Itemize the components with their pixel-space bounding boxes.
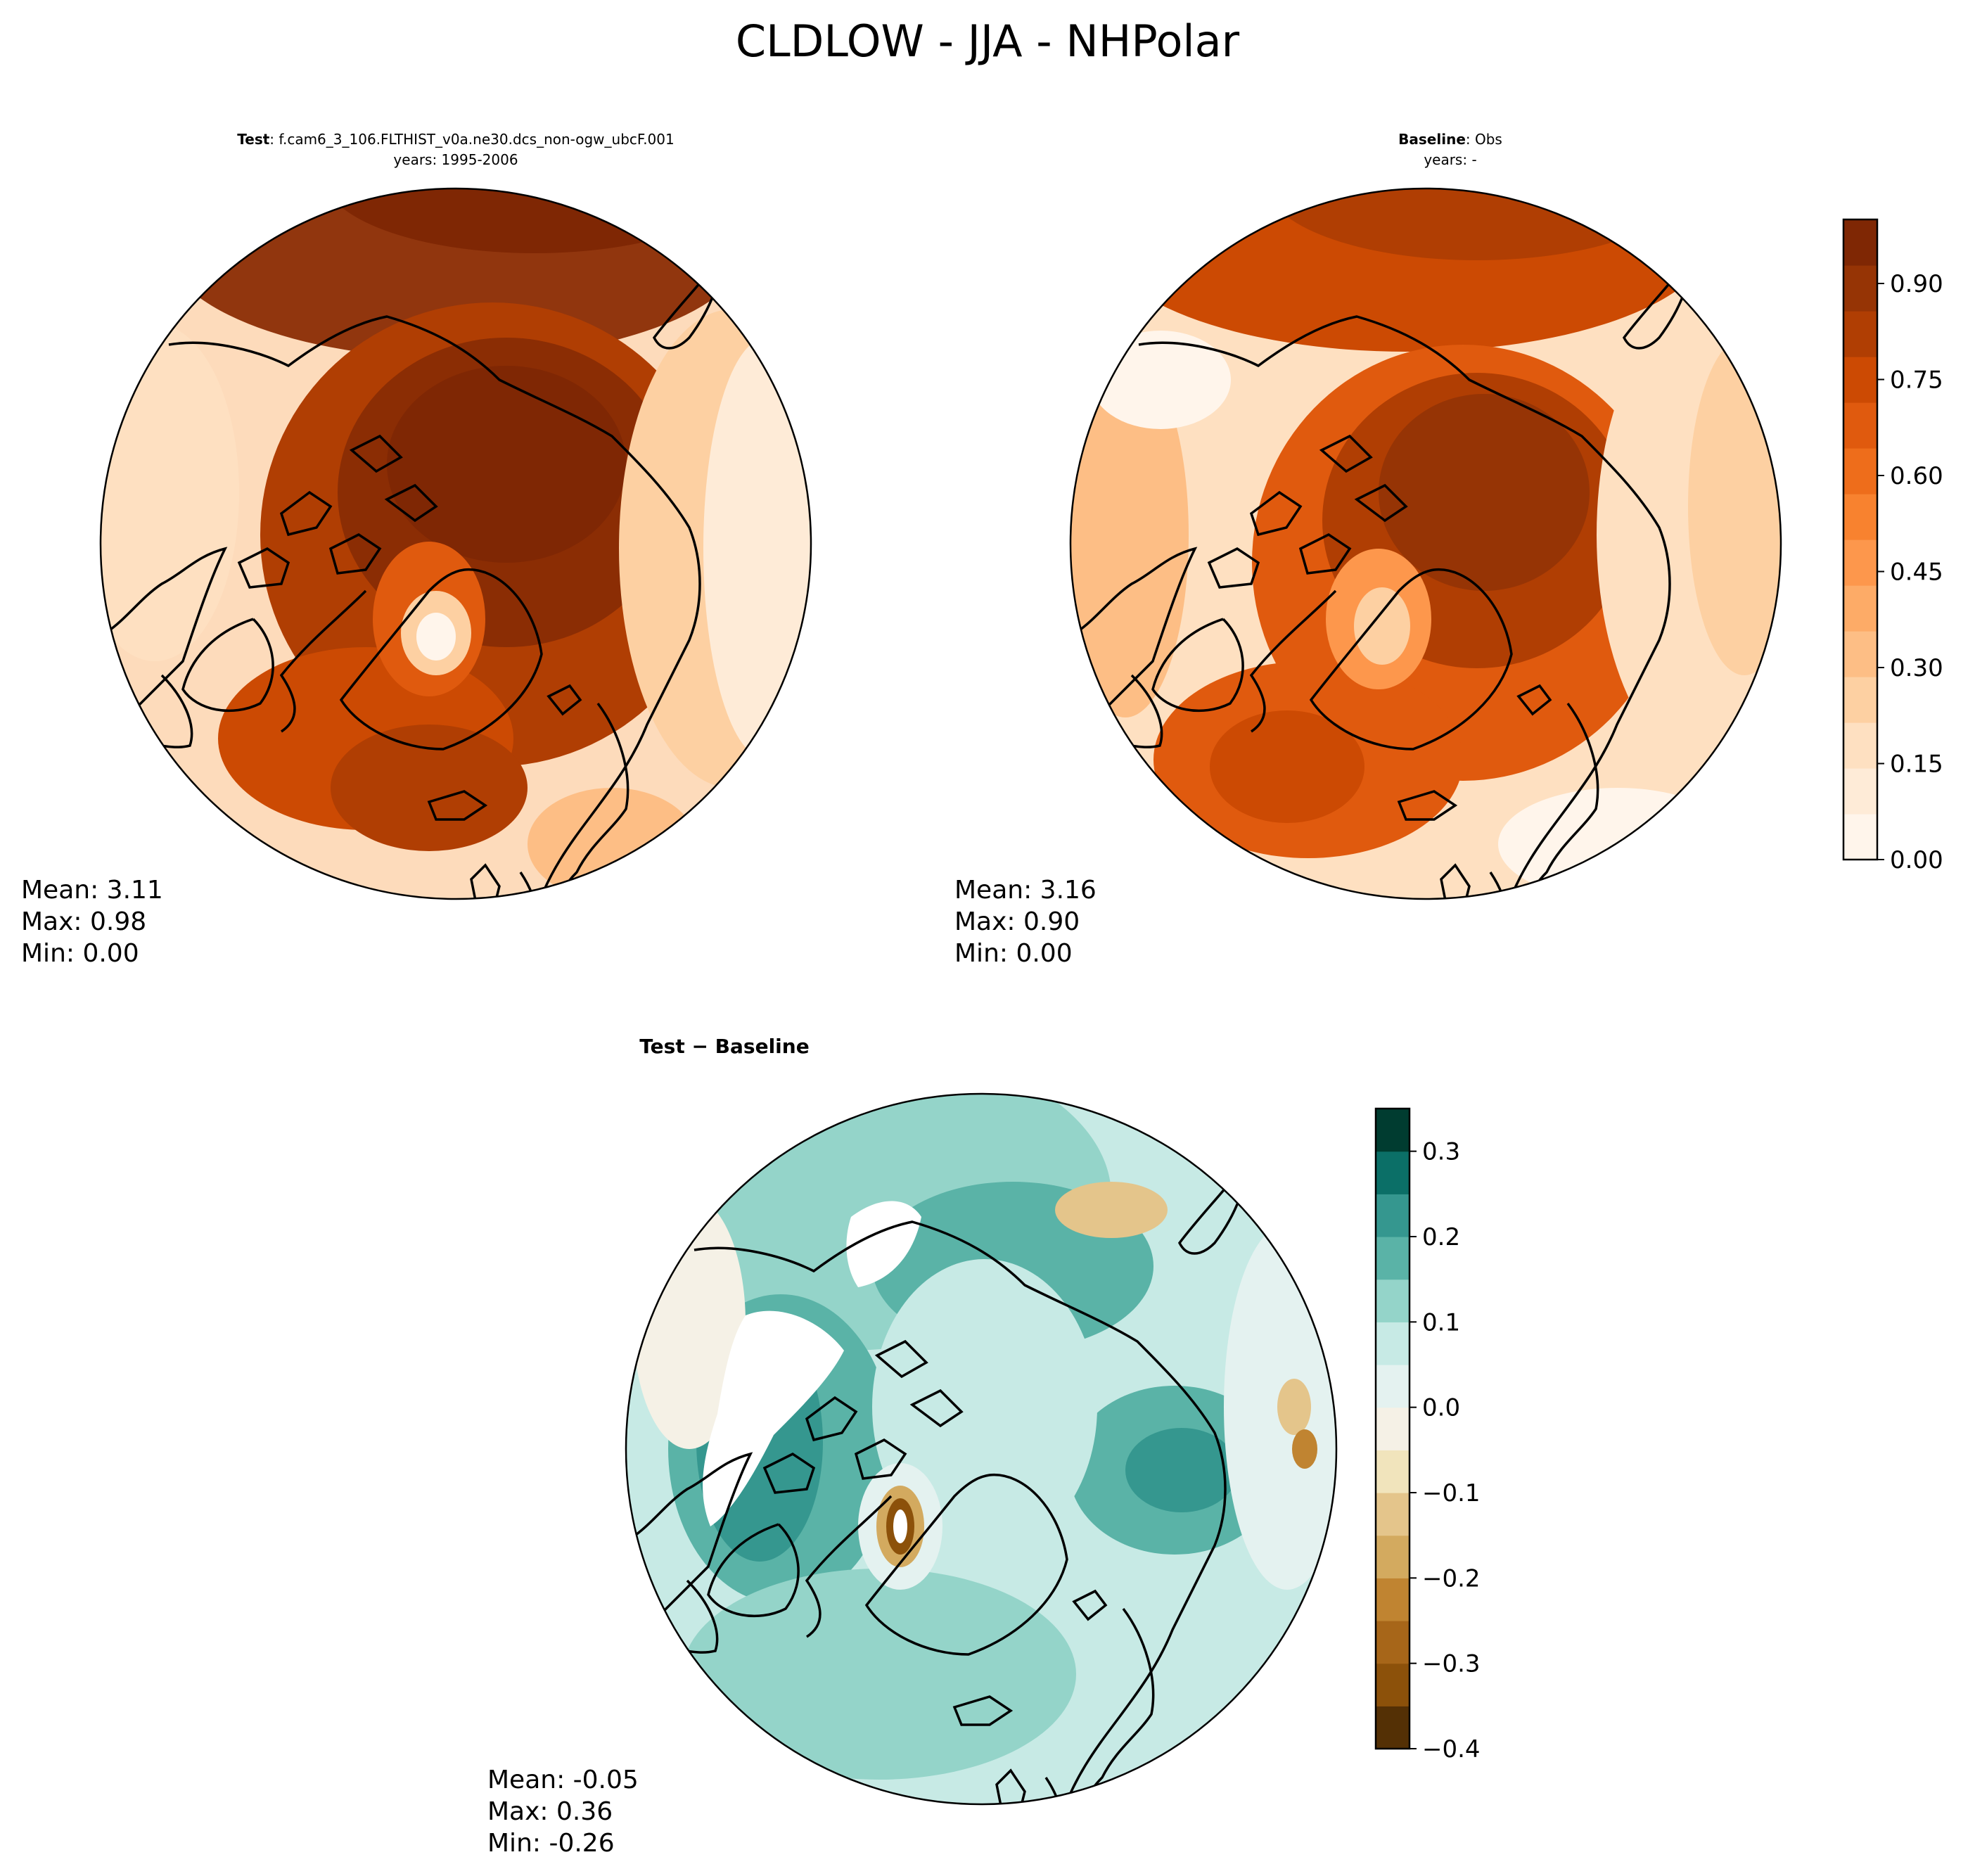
colorbar-swatch: [1376, 1663, 1410, 1706]
colorbar-swatch: [1376, 1194, 1410, 1237]
colorbar-swatch: [1843, 722, 1877, 769]
colorbar-swatch: [1843, 219, 1877, 266]
colorbar-swatch: [1376, 1493, 1410, 1536]
colorbar-tick-label: −0.2: [1422, 1564, 1481, 1593]
colorbar-tick-label: 0.90: [1890, 270, 1943, 298]
test-max: Max: 0.98: [21, 907, 146, 936]
colorbar-swatch: [1843, 814, 1877, 860]
colorbar-tick-label: −0.4: [1422, 1735, 1481, 1763]
colorbar-tick-label: −0.1: [1422, 1479, 1481, 1507]
colorbar-tick-label: 0.15: [1890, 751, 1943, 779]
colorbar-swatch: [1376, 1322, 1410, 1365]
colorbar-difference: −0.4 −0.3 −0.2 −0.1 0.0 0.1 0.2 0.3: [1374, 1107, 1481, 1763]
baseline-mean: Mean: 3.16: [954, 876, 1097, 905]
colorbar-swatch: [1843, 448, 1877, 494]
test-min: Min: 0.00: [21, 939, 139, 968]
colorbar-swatch: [1843, 265, 1877, 312]
diff-mean: Mean: -0.05: [487, 1766, 639, 1794]
colorbar-swatch: [1376, 1237, 1410, 1280]
colorbar-swatch: [1376, 1621, 1410, 1664]
diff-max: Max: 0.36: [487, 1797, 613, 1826]
colorbar-swatch: [1843, 631, 1877, 677]
baseline-min: Min: 0.00: [954, 939, 1073, 968]
colorbar-tick-label: 0.0: [1422, 1394, 1460, 1422]
colorbar-swatch: [1376, 1450, 1410, 1493]
panel-baseline-subtitle: years: -: [1424, 151, 1476, 168]
baseline-map: [1070, 189, 1781, 899]
colorbar-swatch: [1376, 1279, 1410, 1322]
colorbar-frame: [1842, 218, 1879, 861]
colorbar-tick-label: 0.2: [1422, 1223, 1460, 1251]
colorbar-swatch: [1843, 585, 1877, 632]
colorbar-absolute: 0.00 0.15 0.30 0.45 0.60 0.75 0.90: [1842, 218, 1943, 874]
colorbar-swatch: [1376, 1365, 1410, 1408]
colorbar-swatch: [1376, 1151, 1410, 1194]
panel-test-stats: Mean: 3.11 Max: 0.98 Min: 0.00: [21, 876, 163, 968]
colorbar-tick-label: −0.3: [1422, 1650, 1481, 1678]
colorbar-swatch: [1843, 311, 1877, 357]
colorbar-tick-label: 0.30: [1890, 654, 1943, 682]
colorbar-swatch: [1376, 1706, 1410, 1749]
panel-baseline: Baseline: Obs years: - Mean: 3.16 Max: 0…: [954, 131, 1943, 968]
panel-diff: Test − Baseline: [487, 1035, 1481, 1858]
colorbar-swatch: [1843, 768, 1877, 815]
colorbar-swatch: [1843, 677, 1877, 723]
baseline-max: Max: 0.90: [954, 907, 1080, 936]
panel-baseline-stats: Mean: 3.16 Max: 0.90 Min: 0.00: [954, 876, 1097, 968]
colorbar-tick-label: 0.45: [1890, 559, 1943, 587]
panel-diff-title: Test − Baseline: [639, 1035, 809, 1058]
colorbar-swatch: [1843, 540, 1877, 586]
figure-title: CLDLOW - JJA - NHPolar: [736, 15, 1240, 67]
colorbar-swatch: [1376, 1578, 1410, 1621]
colorbar-swatch: [1376, 1109, 1410, 1152]
colorbar-tick-label: 0.1: [1422, 1308, 1460, 1336]
test-map: [101, 189, 811, 899]
panel-baseline-title: Baseline: Obs: [1398, 131, 1502, 148]
panel-test-subtitle: years: 1995-2006: [393, 151, 518, 168]
colorbar-tick-label: 0.3: [1422, 1138, 1460, 1166]
test-mean: Mean: 3.11: [21, 876, 163, 905]
colorbar-tick-label: 0.75: [1890, 366, 1943, 395]
colorbar-tick-label: 0.60: [1890, 462, 1943, 490]
colorbar-tick-label: 0.00: [1890, 846, 1943, 874]
panel-diff-stats: Mean: -0.05 Max: 0.36 Min: -0.26: [487, 1766, 639, 1858]
colorbar-swatch: [1843, 357, 1877, 403]
panel-test: Test: f.cam6_3_106.FLTHIST_v0a.ne30.dcs_…: [21, 131, 812, 968]
colorbar-swatch: [1843, 402, 1877, 449]
colorbar-swatch: [1843, 494, 1877, 540]
colorbar-swatch: [1376, 1535, 1410, 1578]
diff-map: [626, 1094, 1336, 1804]
panel-test-title: Test: f.cam6_3_106.FLTHIST_v0a.ne30.dcs_…: [237, 131, 674, 148]
diff-min: Min: -0.26: [487, 1829, 615, 1858]
colorbar-frame: [1374, 1107, 1411, 1750]
colorbar-swatch: [1376, 1407, 1410, 1450]
